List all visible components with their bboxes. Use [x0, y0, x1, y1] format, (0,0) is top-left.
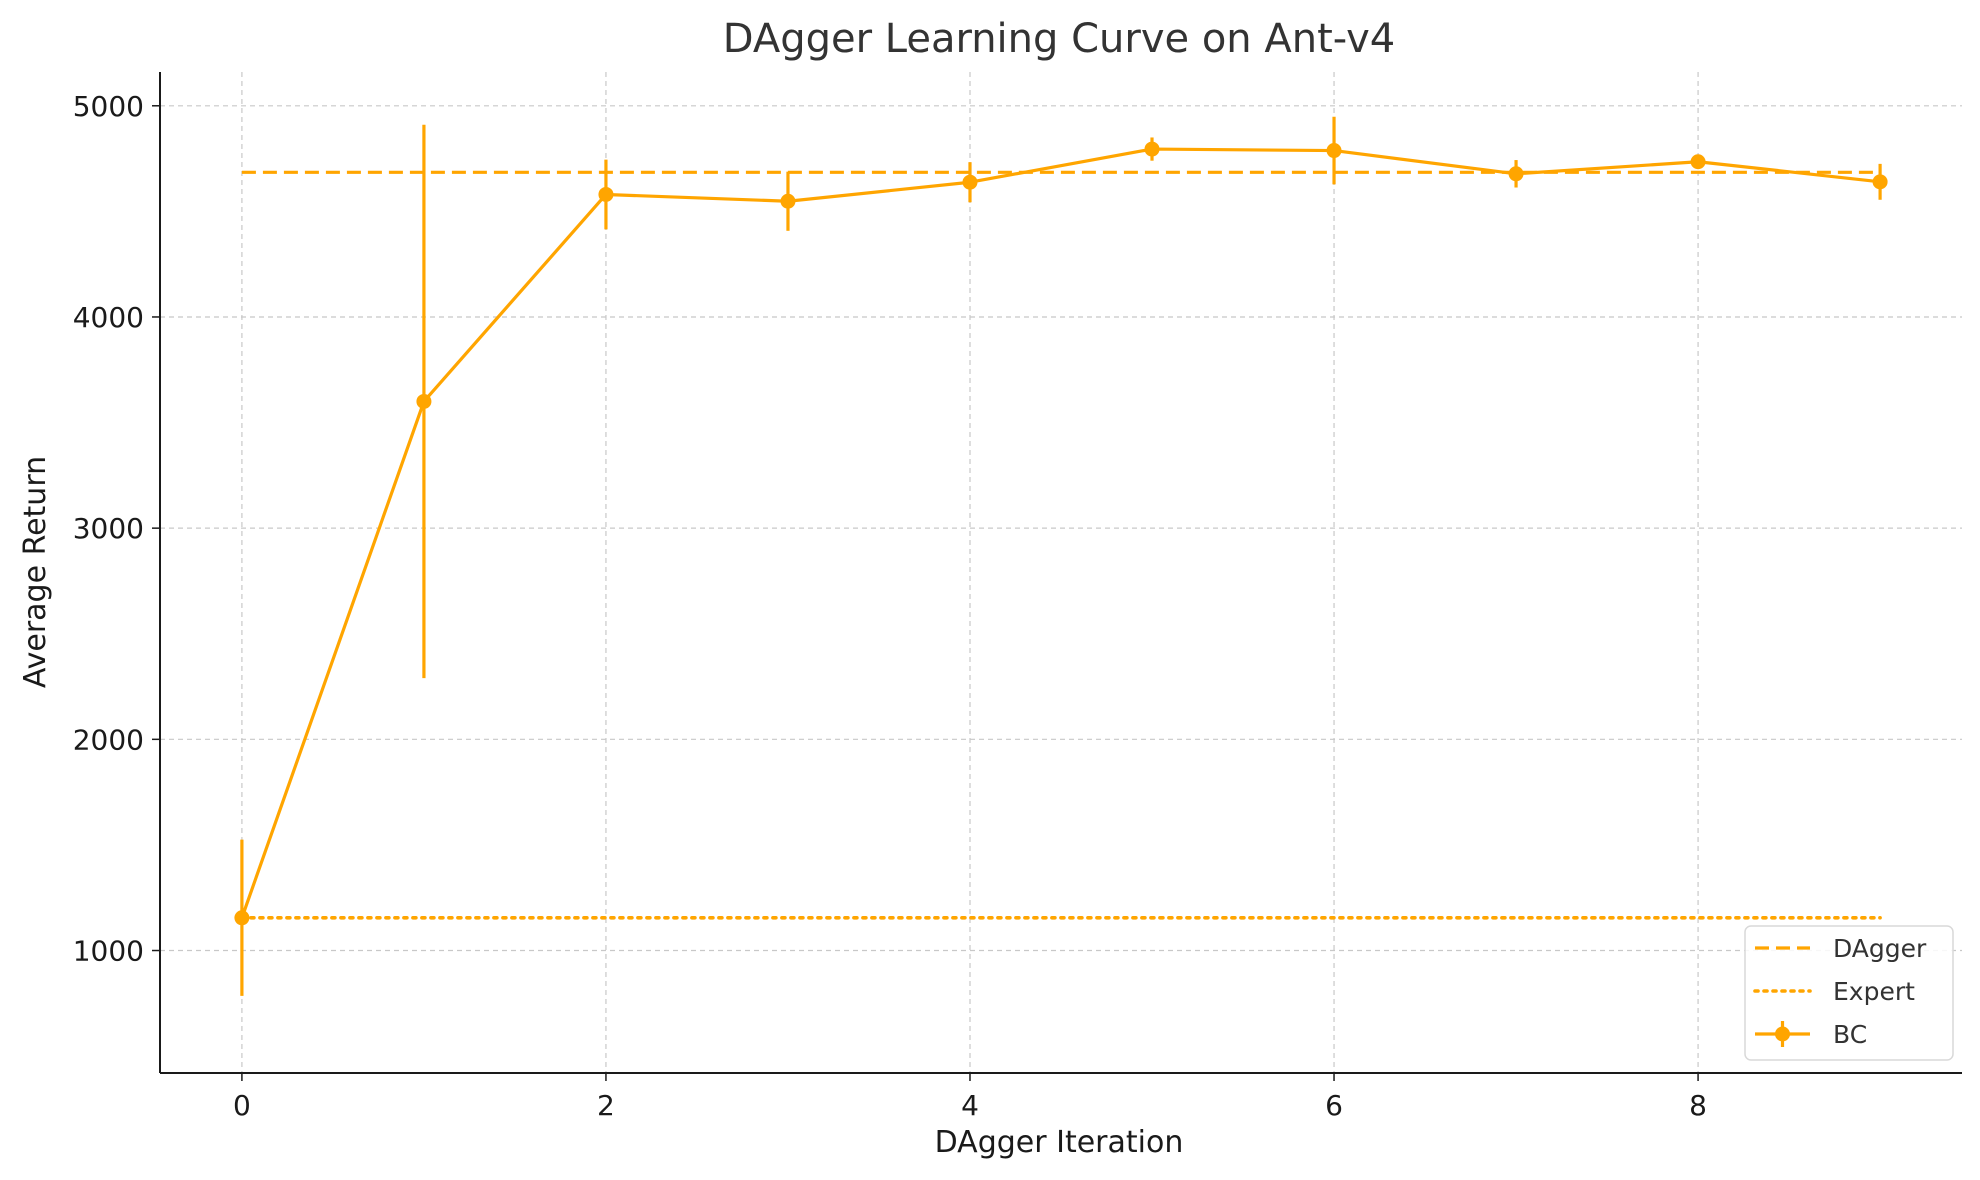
bc-point — [234, 910, 250, 926]
bc-point — [962, 174, 978, 190]
ticks: 0 2 4 6 8 1000 2000 3000 4000 5000 — [73, 90, 1707, 1122]
bc-point — [1872, 174, 1888, 190]
chart-title: DAgger Learning Curve on Ant-v4 — [723, 16, 1396, 62]
bc-point — [1508, 166, 1524, 182]
bc-point — [780, 193, 796, 209]
legend: DAgger Expert BC — [1744, 925, 1954, 1061]
y-axis-label: Average Return — [18, 456, 53, 688]
bc-point — [416, 393, 432, 409]
bc-line — [240, 147, 1881, 919]
y-tick-label: 3000 — [73, 512, 144, 545]
x-tick-label: 4 — [961, 1089, 979, 1122]
bc-point — [1690, 154, 1706, 170]
y-tick-label: 5000 — [73, 90, 144, 123]
plot-series — [234, 116, 1888, 996]
x-tick-label: 6 — [1325, 1089, 1343, 1122]
axes — [159, 72, 1962, 1074]
x-tick-label: 8 — [1689, 1089, 1707, 1122]
legend-expert-label: Expert — [1833, 977, 1915, 1006]
bc-point — [598, 186, 614, 202]
grid — [160, 72, 1962, 1073]
legend-dagger-label: DAgger — [1833, 934, 1927, 963]
legend-box — [1744, 925, 1954, 1061]
legend-bc-marker — [1775, 1026, 1790, 1042]
y-tick-label: 2000 — [73, 723, 144, 756]
legend-bc-label: BC — [1833, 1020, 1867, 1049]
y-tick-label: 1000 — [73, 935, 144, 968]
y-tick-label: 4000 — [73, 301, 144, 334]
x-tick-label: 0 — [233, 1089, 251, 1122]
x-axis-label: DAgger Iteration — [935, 1125, 1184, 1160]
x-tick-label: 2 — [597, 1089, 615, 1122]
bc-point — [1144, 141, 1160, 157]
bc-point — [1326, 143, 1342, 159]
